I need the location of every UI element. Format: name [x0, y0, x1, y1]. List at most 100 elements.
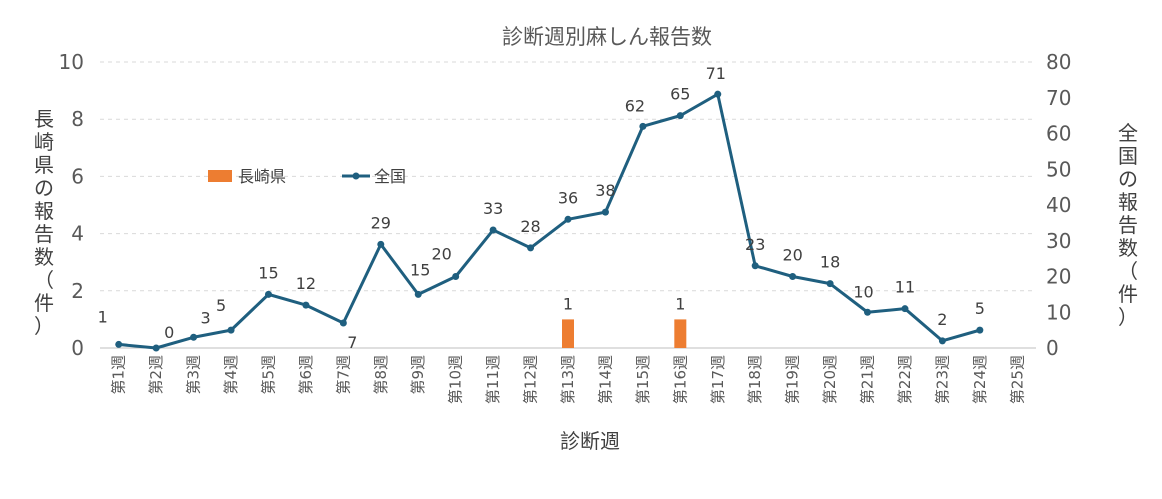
line-point-national: [377, 240, 385, 248]
y-right-tick-label: 70: [1046, 86, 1071, 110]
line-point-national: [227, 326, 235, 334]
line-point-national: [864, 308, 872, 316]
line-point-national: [152, 344, 160, 352]
y-left-tick-label: 10: [59, 50, 84, 74]
line-point-national: [564, 215, 572, 223]
bar-data-label: 1: [675, 294, 685, 313]
line-data-label: 62: [625, 96, 645, 115]
line-point-national: [414, 290, 422, 298]
x-tick-label: 第19週: [784, 355, 802, 404]
line-point-national: [527, 244, 535, 252]
y-right-tick-label: 60: [1046, 122, 1071, 146]
line-point-national: [452, 273, 460, 280]
line-point-national: [976, 326, 984, 334]
y-left-tick-label: 8: [71, 107, 84, 131]
x-tick-label: 第18週: [746, 355, 764, 404]
x-tick-label: 第20週: [821, 355, 839, 404]
line-data-label: 11: [895, 278, 915, 297]
line-point-national: [714, 90, 722, 98]
line-data-label: 12: [296, 274, 316, 293]
line-national: [118, 92, 981, 350]
line-data-label: 20: [432, 245, 452, 264]
y-left-tick-label: 2: [71, 279, 84, 303]
line-point-national: [339, 319, 347, 327]
line-data-label: 28: [520, 217, 540, 236]
y-left-axis-title: 長崎県の報告数（件）: [34, 107, 54, 338]
x-tick-label: 第13週: [559, 355, 577, 404]
bar-data-label: 1: [563, 294, 573, 313]
x-tick-label: 第3週: [185, 355, 203, 395]
line-data-label: 3: [201, 308, 211, 327]
line-data-label: 5: [216, 296, 226, 315]
line-data-label: 7: [347, 333, 357, 352]
x-tick-label: 第16週: [671, 355, 689, 404]
x-tick-label: 第12週: [522, 355, 540, 404]
line-data-label: 23: [745, 235, 765, 254]
line-data-label: 15: [410, 260, 430, 279]
y-right-tick-label: 10: [1046, 300, 1071, 324]
line-point-national: [938, 337, 946, 345]
line-data-label: 33: [483, 199, 503, 218]
x-tick-label: 第1週: [110, 355, 128, 395]
legend-swatch-nagasaki: [208, 170, 232, 182]
y-left-tick-label: 0: [71, 336, 84, 360]
x-tick-label: 第7週: [334, 355, 352, 395]
line-data-label: 38: [595, 181, 615, 200]
line-data-label: 15: [258, 263, 278, 282]
line-data-label: 0: [164, 323, 174, 342]
y-right-tick-label: 40: [1046, 193, 1071, 217]
line-point-national: [751, 262, 759, 270]
x-tick-label: 第2週: [147, 355, 165, 395]
bar-nagasaki: [674, 319, 687, 348]
x-axis-title: 診断週: [560, 429, 620, 453]
y-right-axis-title: 全国の報告数（件）: [1118, 121, 1138, 329]
line-point-national: [676, 112, 684, 120]
y-right-tick-label: 50: [1046, 157, 1071, 181]
line-data-label: 65: [670, 85, 690, 104]
x-tick-label: 第14週: [596, 355, 614, 404]
x-tick-label: 第17週: [709, 355, 727, 404]
line-point-national: [901, 305, 909, 313]
x-tick-label: 第22週: [896, 355, 914, 404]
line-data-label: 71: [706, 64, 726, 83]
line-data-label: 29: [371, 213, 391, 232]
y-right-tick-label: 0: [1046, 336, 1059, 360]
x-tick-label: 第9週: [409, 355, 427, 395]
line-data-label: 2: [937, 310, 947, 329]
x-tick-label: 第25週: [1008, 355, 1026, 404]
legend-marker-national: [352, 172, 360, 180]
x-tick-label: 第6週: [297, 355, 315, 395]
x-tick-label: 第5週: [259, 355, 277, 395]
line-point-national: [826, 280, 834, 288]
x-tick-label: 第24週: [971, 355, 989, 404]
x-tick-label: 第8週: [372, 355, 390, 395]
line-point-national: [489, 226, 497, 234]
line-data-label: 1: [98, 307, 108, 326]
y-right-tick-label: 80: [1046, 50, 1071, 74]
x-tick-label: 第10週: [447, 355, 465, 404]
line-point-national: [190, 333, 198, 341]
x-tick-label: 第23週: [933, 355, 951, 404]
legend-label-national: 全国: [374, 167, 406, 186]
x-tick-label: 第4週: [222, 355, 240, 395]
line-data-label: 18: [820, 253, 840, 272]
y-left-tick-label: 6: [71, 164, 84, 188]
legend-label-nagasaki: 長崎県: [238, 167, 286, 186]
y-right-tick-label: 30: [1046, 229, 1071, 253]
line-point-national: [264, 290, 272, 298]
line-point-national: [639, 122, 647, 130]
x-tick-label: 第11週: [484, 355, 502, 404]
x-tick-label: 第15週: [634, 355, 652, 404]
x-tick-label: 第21週: [859, 355, 877, 404]
y-right-tick-label: 20: [1046, 265, 1071, 289]
line-point-national: [302, 301, 310, 309]
line-data-label: 36: [558, 188, 578, 207]
bar-nagasaki: [562, 319, 574, 348]
line-point-national: [601, 208, 609, 216]
chart-title: 診断週別麻しん報告数: [502, 25, 712, 49]
line-data-label: 5: [975, 299, 985, 318]
line-point-national: [789, 273, 797, 280]
line-data-label: 20: [782, 246, 802, 265]
